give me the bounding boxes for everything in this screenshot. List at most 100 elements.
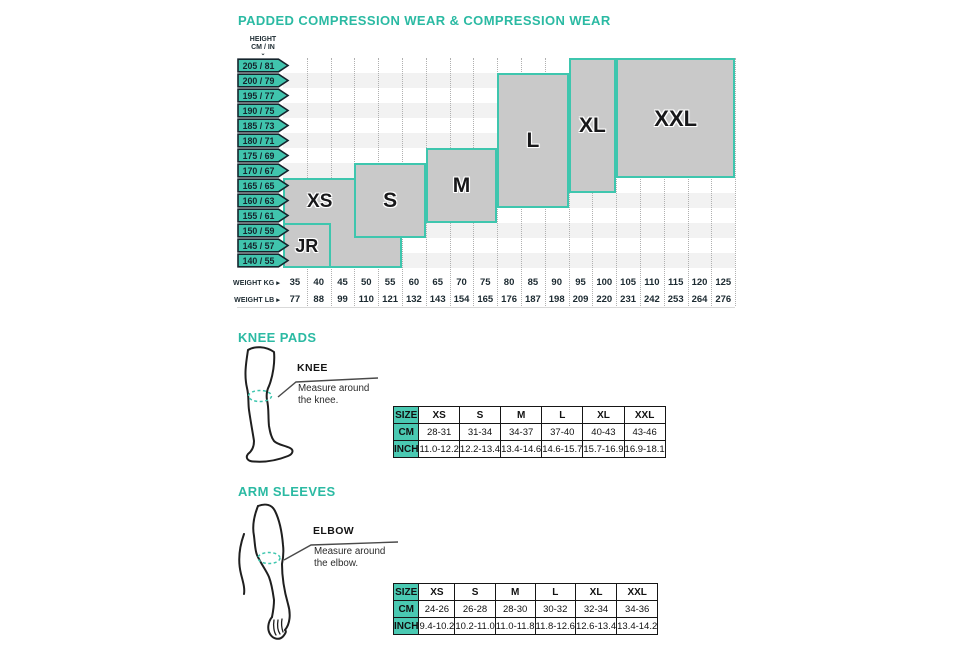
knee-callout-line1: Measure around <box>298 383 370 394</box>
grid-line <box>616 58 618 306</box>
knee-size-column-header: XL <box>582 406 625 424</box>
height-tag-shape <box>237 223 290 238</box>
height-tag-shape <box>237 163 290 178</box>
grid-line <box>735 58 737 306</box>
knee-table-row: SIZE XS S M L XL XXL <box>392 406 666 424</box>
height-tag-text: 145 / 57 <box>243 241 275 251</box>
size-box-label-xxl: XXL <box>654 106 698 132</box>
knee-size-column-header: S <box>458 406 502 424</box>
knee-cm-row-header: CM <box>392 423 420 441</box>
weight-kg-value: 90 <box>551 277 562 288</box>
knee-inch-row-header: INCH <box>392 440 420 458</box>
arm-corner-header: SIZE <box>392 583 420 601</box>
weight-kg-value: 60 <box>408 277 420 288</box>
weight-kg-value: 65 <box>432 277 443 288</box>
weight-lb-value: 253 <box>667 293 684 305</box>
leg-illustration <box>244 346 294 463</box>
arm-cm-value: 24-26 <box>418 600 456 618</box>
height-tag-shape <box>237 73 290 88</box>
knee-cm-value: 37-40 <box>541 423 584 441</box>
arm-illustration <box>238 503 291 640</box>
height-tag-text: 140 / 55 <box>243 256 275 266</box>
arm-size-column-header: XL <box>574 583 618 601</box>
arm-inch-value: 10.2-11.0 <box>454 617 496 635</box>
height-tag-shape <box>237 178 290 193</box>
height-tag: 145 / 57 <box>237 238 290 253</box>
height-tag: 155 / 61 <box>237 208 290 223</box>
arm-cm-value: 26-28 <box>454 600 496 618</box>
hand-outline <box>267 616 287 640</box>
knee-cm-value: 34-37 <box>500 423 543 441</box>
knee-inch-value: 11.0-12.2 <box>418 440 460 458</box>
weight-lb-value: 121 <box>382 293 399 305</box>
arm-cm-value: 30-32 <box>534 600 576 618</box>
weight-lb-value: 165 <box>477 293 494 305</box>
weight-kg-label: WEIGHT KG ▸ <box>233 280 280 287</box>
knee-size-column-header: XS <box>418 406 460 424</box>
weight-lb-value: 198 <box>548 293 565 305</box>
elbow-callout-title: ELBOW <box>313 525 355 537</box>
height-tag-text: 205 / 81 <box>243 61 275 71</box>
height-tag: 205 / 81 <box>237 58 290 73</box>
height-tag: 200 / 79 <box>237 73 290 88</box>
arm-cm-value: 28-30 <box>494 600 536 618</box>
arm-cm-value: 34-36 <box>616 600 659 618</box>
knee-cm-value: 40-43 <box>582 423 625 441</box>
height-tag-text: 200 / 79 <box>243 76 275 86</box>
weight-lb-value: 154 <box>453 293 470 305</box>
grid-line <box>687 58 689 306</box>
knee-size-table: SIZE XS S M L XL XXL CM 28-31 31-34 34-37 37-40 40-4… <box>392 406 666 458</box>
weight-kg-value: 120 <box>691 277 708 288</box>
arm-size-column-header: XS <box>418 583 456 601</box>
size-box-label-l: L <box>526 129 540 153</box>
knee-size-column-header: XXL <box>623 406 666 424</box>
knee-callout-text: Measure around the knee. <box>298 383 369 406</box>
height-axis-arrow-icon: ⌄ <box>260 51 266 57</box>
weight-lb-value: 220 <box>596 293 613 305</box>
knee-inch-value: 16.9-18.1 <box>623 440 666 458</box>
knee-pointer-line <box>277 377 379 398</box>
weight-lb-value: 242 <box>643 293 660 305</box>
elbow-callout-line2: the elbow. <box>314 557 359 569</box>
arm-sleeves-title: ARM SLEEVES <box>238 484 336 499</box>
weight-lb-value: 176 <box>501 293 518 305</box>
knee-measure-ellipse <box>247 389 273 403</box>
compression-chart-title: PADDED COMPRESSION WEAR & COMPRESSION WE… <box>238 13 611 28</box>
weight-kg-value: 100 <box>596 277 613 288</box>
weight-lb-value: 88 <box>313 293 324 305</box>
height-tag-shape <box>237 88 290 103</box>
elbow-callout-text: Measure around the elbow. <box>314 546 385 569</box>
height-axis-line1: HEIGHT <box>249 36 277 43</box>
height-tag-text: 185 / 73 <box>243 121 275 131</box>
weight-lb-value: 209 <box>572 293 589 305</box>
height-tag: 150 / 59 <box>237 223 290 238</box>
height-tag-shape <box>237 118 290 133</box>
height-tag: 180 / 71 <box>237 133 290 148</box>
height-tag: 160 / 63 <box>237 193 290 208</box>
weight-lb-value: 77 <box>289 293 301 305</box>
arm-inch-value: 13.4-14.2 <box>616 617 659 635</box>
weight-lb-value: 99 <box>337 293 348 305</box>
size-box-label-s: S <box>383 189 398 213</box>
arm-size-column-header: XXL <box>616 583 659 601</box>
weight-kg-value: 75 <box>480 277 491 288</box>
size-box-xxl: XXL <box>616 58 736 178</box>
height-tag-shape <box>237 253 290 268</box>
height-tag-text: 175 / 69 <box>243 151 275 161</box>
height-tag-text: 190 / 75 <box>243 106 275 116</box>
weight-kg-value: 85 <box>527 277 539 288</box>
weight-kg-value: 40 <box>313 277 324 288</box>
knee-callout-title: KNEE <box>297 362 328 374</box>
arm-outer-line <box>257 503 291 631</box>
knee-inch-value: 14.6-15.7 <box>541 440 584 458</box>
knee-size-column-header: M <box>500 406 543 424</box>
height-tag-text: 155 / 61 <box>243 211 275 221</box>
knee-table-row: INCH 11.0-12.2 12.2-13.4 13.4-14.6 14.6-15.7… <box>392 440 666 458</box>
arm-inch-row-header: INCH <box>392 617 420 635</box>
height-axis-line2: CM / IN <box>251 44 275 51</box>
knee-corner-header: SIZE <box>392 406 420 424</box>
size-box-label-m: M <box>452 174 471 198</box>
weight-lb-label: WEIGHT LB ▸ <box>234 296 280 304</box>
arm-inner-line <box>252 505 276 618</box>
